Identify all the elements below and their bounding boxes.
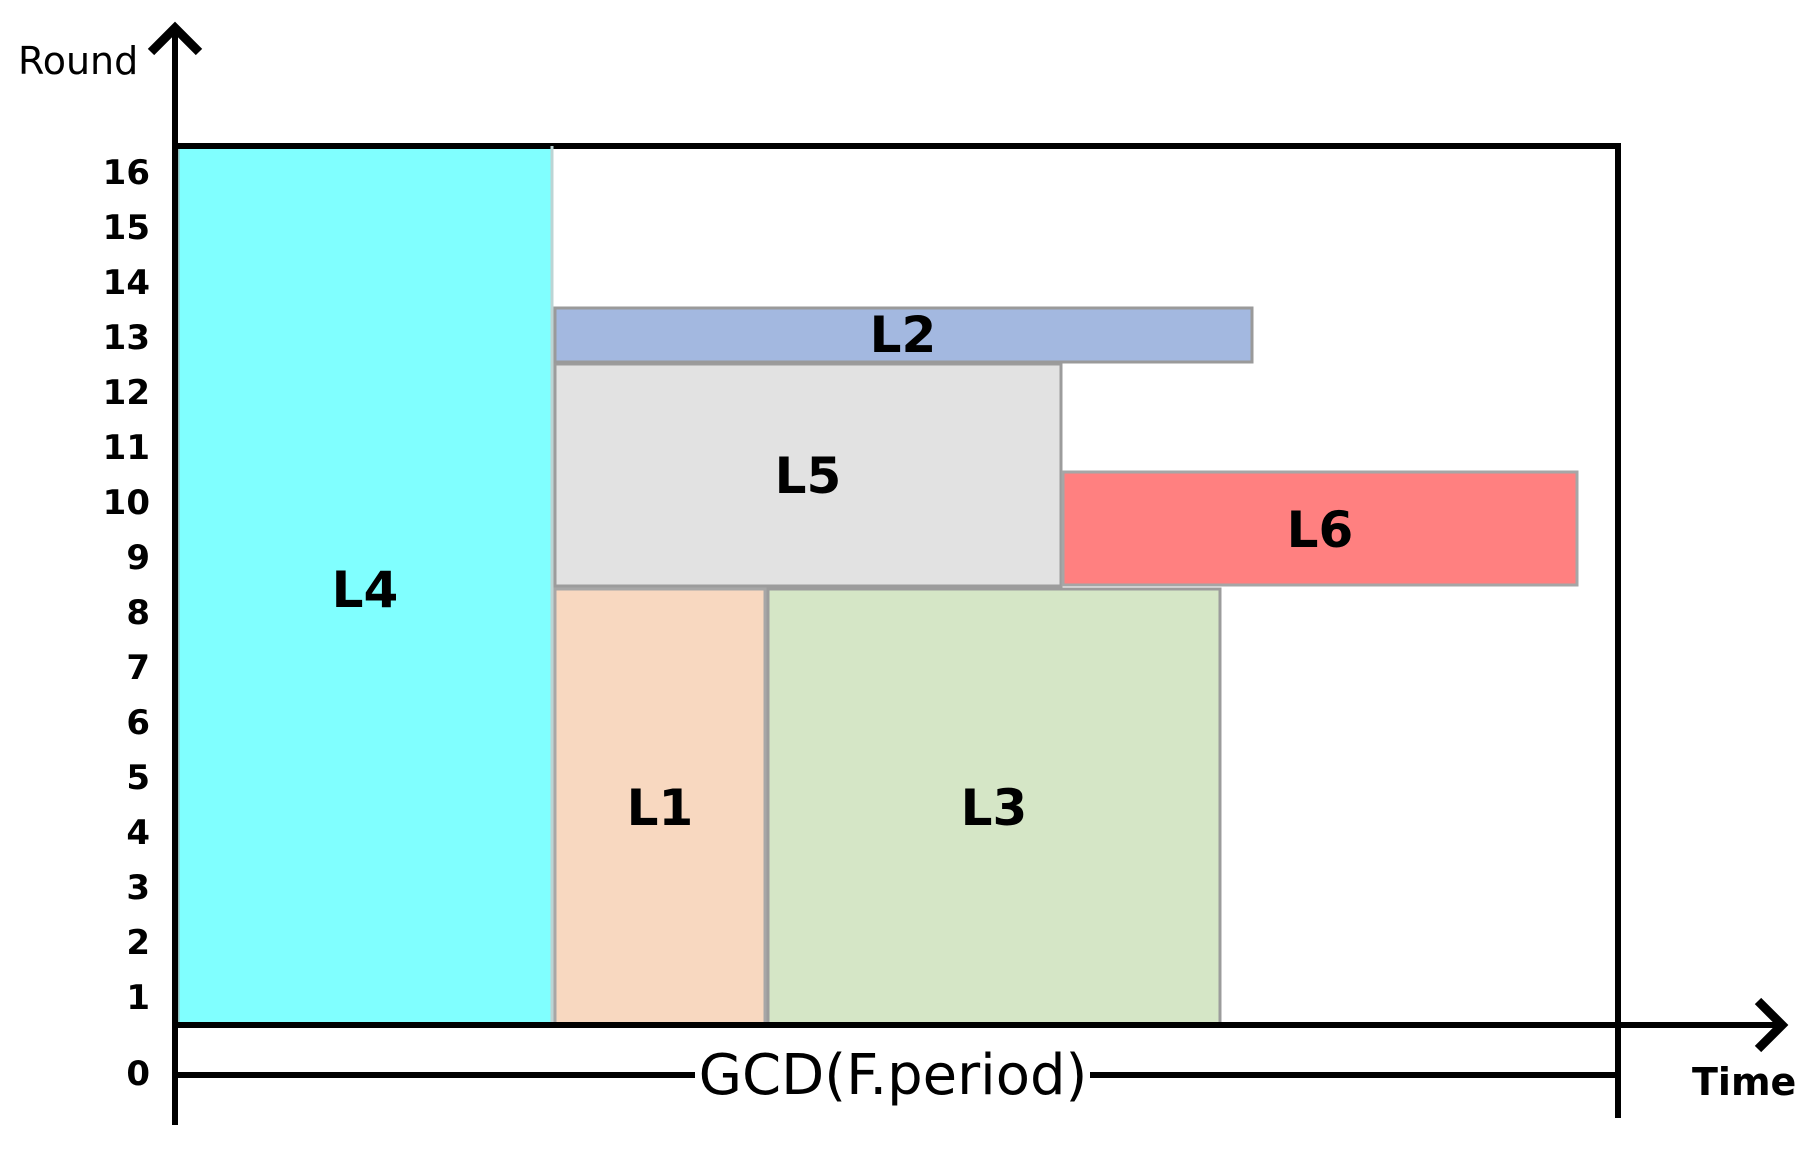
block-l1-rect <box>553 587 767 1027</box>
y-axis-title: Round <box>18 39 138 83</box>
y-tick-label: 11 <box>103 428 150 468</box>
y-tick-label: 14 <box>103 263 150 303</box>
block-l6-rect <box>1061 470 1579 587</box>
period-label: GCD(F.period) <box>699 1043 1088 1108</box>
y-tick-label: 2 <box>126 923 150 963</box>
y-tick-label: 9 <box>126 538 150 578</box>
origin-label: 0 <box>126 1054 150 1094</box>
block-l6-label: L6 <box>1287 501 1354 559</box>
y-tick-label: 4 <box>126 813 150 853</box>
y-tick-label: 15 <box>103 208 150 248</box>
block-l4-rect <box>176 144 554 1027</box>
y-tick-label: 13 <box>103 318 150 358</box>
x-axis-title: Time <box>1692 1060 1796 1104</box>
y-tick-label: 1 <box>126 978 150 1018</box>
block-l6: L6 <box>1061 470 1579 587</box>
y-tick-label: 16 <box>103 153 150 193</box>
block-l5: L5 <box>553 362 1063 588</box>
period-frame <box>175 143 1621 1025</box>
y-tick-label: 8 <box>126 593 150 633</box>
block-l4-label: L4 <box>332 561 399 619</box>
block-l3: L3 <box>766 587 1222 1027</box>
y-tick-label: 12 <box>103 373 150 413</box>
block-l4: L4 <box>176 144 554 1027</box>
y-tick-label: 5 <box>126 758 150 798</box>
block-l2: L2 <box>553 306 1254 364</box>
y-tick-labels: 16 15 14 13 12 11 10 9 8 7 6 5 4 3 2 1 <box>103 153 150 1018</box>
y-tick-label: 6 <box>126 703 150 743</box>
block-l2-rect <box>553 306 1254 364</box>
block-l1-label: L1 <box>627 779 694 837</box>
block-l3-label: L3 <box>961 779 1028 837</box>
y-tick-label: 3 <box>126 868 150 908</box>
y-tick-label: 10 <box>103 483 150 523</box>
block-l3-rect <box>766 587 1222 1027</box>
block-l2-label: L2 <box>870 306 937 364</box>
block-l5-rect <box>553 362 1063 588</box>
block-l1: L1 <box>553 587 767 1027</box>
y-tick-label: 7 <box>126 648 150 688</box>
block-l5-label: L5 <box>775 447 842 505</box>
